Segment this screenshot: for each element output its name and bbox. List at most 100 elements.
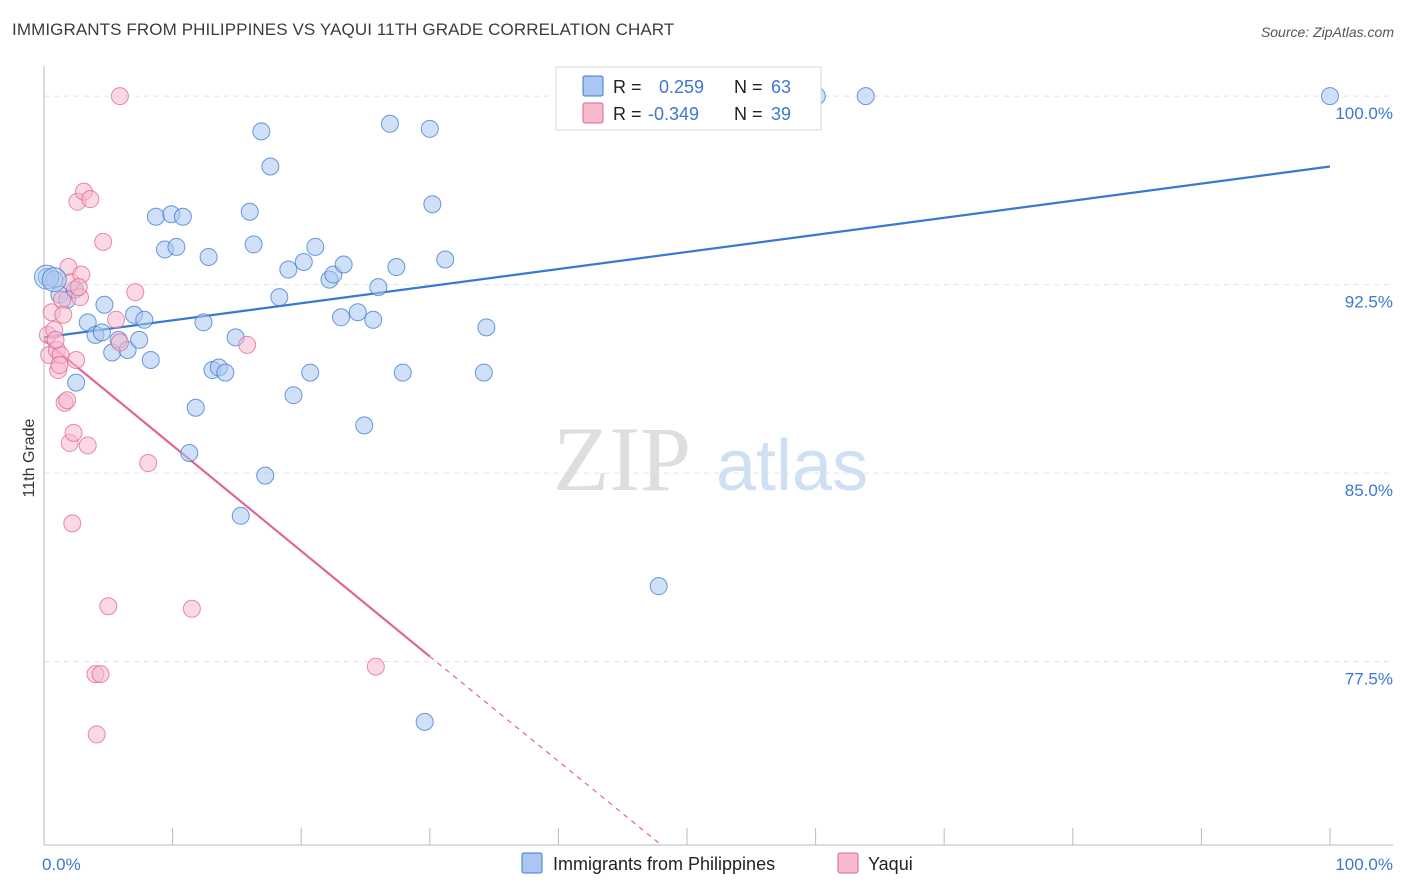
data-point — [240, 202, 259, 221]
data-point — [91, 665, 110, 684]
data-point — [301, 363, 320, 382]
data-point — [167, 237, 186, 256]
chart-title: IMMIGRANTS FROM PHILIPPINES VS YAQUI 11T… — [12, 20, 675, 39]
data-point — [366, 657, 385, 676]
data-point — [252, 122, 271, 141]
data-point — [54, 305, 73, 324]
data-point — [126, 283, 145, 302]
x-tick-label: 100.0% — [1335, 855, 1393, 874]
data-point — [182, 599, 201, 618]
data-point — [94, 232, 113, 251]
grid — [44, 95, 1390, 663]
data-point — [334, 255, 353, 274]
data-point — [107, 310, 126, 329]
legend-n-value: 63 — [771, 77, 791, 97]
watermark-atlas: atlas — [716, 426, 868, 506]
data-points — [34, 87, 1339, 744]
trend-line-yaqui-extension — [429, 656, 662, 846]
x-tick-label: 0.0% — [42, 855, 81, 874]
trend-lines — [43, 165, 1331, 846]
data-point — [110, 87, 129, 106]
y-tick-label: 77.5% — [1345, 670, 1393, 689]
data-point — [95, 295, 114, 314]
data-point — [284, 386, 303, 405]
data-point — [279, 260, 298, 279]
legend-n-value: 39 — [771, 104, 791, 124]
legend-r-value: -0.349 — [648, 104, 699, 124]
data-point — [332, 308, 351, 327]
data-point — [146, 207, 165, 226]
data-point — [355, 416, 374, 435]
data-point — [364, 310, 383, 329]
legend-swatch-pink — [582, 102, 604, 124]
data-point — [294, 253, 313, 272]
source-label: Source: ZipAtlas.com — [1260, 24, 1394, 40]
data-point — [110, 333, 129, 352]
y-tick-label: 92.5% — [1345, 293, 1393, 312]
axes — [43, 66, 1393, 846]
legend-n-label: N = — [734, 104, 763, 124]
data-point — [387, 258, 406, 277]
data-point — [99, 597, 118, 616]
watermark: ZIP atlas — [553, 408, 868, 510]
data-point — [130, 330, 149, 349]
tick-labels: 77.5% 85.0% 92.5% 100.0% 0.0% 100.0% — [42, 104, 1393, 874]
data-point — [186, 398, 205, 417]
legend-r-value: 0.259 — [659, 77, 704, 97]
data-point — [69, 278, 88, 297]
data-point — [81, 190, 100, 209]
data-point — [231, 506, 250, 525]
legend-label-philippines: Immigrants from Philippines — [553, 854, 775, 874]
data-point — [46, 330, 65, 349]
data-point — [380, 114, 399, 133]
data-point — [92, 323, 111, 342]
data-point — [141, 351, 160, 370]
data-point — [423, 195, 442, 214]
legend-swatch-blue — [582, 75, 604, 97]
data-point — [41, 267, 67, 293]
data-point — [856, 87, 875, 106]
legend-swatch-yaqui — [837, 852, 859, 874]
y-axis-title: 11th Grade — [21, 418, 38, 497]
legend-n-label: N = — [734, 77, 763, 97]
legend-label-yaqui: Yaqui — [868, 854, 913, 874]
data-point — [67, 351, 86, 370]
data-point — [1321, 87, 1339, 106]
data-point — [63, 514, 82, 533]
data-point — [436, 250, 455, 269]
data-point — [477, 318, 496, 337]
data-point — [474, 363, 493, 382]
data-point — [270, 288, 289, 307]
legend-top: R = 0.259 N = 63 R = -0.349 N = 39 — [555, 66, 822, 131]
data-point — [87, 725, 106, 744]
data-point — [58, 391, 77, 410]
data-point — [135, 310, 154, 329]
data-point — [53, 290, 72, 309]
legend-r-label: R = — [613, 77, 642, 97]
trend-line-yaqui — [43, 339, 431, 658]
trend-line-philippines — [43, 165, 1331, 339]
data-point — [199, 247, 218, 266]
y-tick-label: 85.0% — [1345, 481, 1393, 500]
data-point — [180, 443, 199, 462]
legend-r-label: R = — [613, 104, 642, 124]
legend-bottom: Immigrants from Philippines Yaqui — [521, 852, 913, 874]
data-point — [64, 423, 83, 442]
legend-swatch-philippines — [521, 852, 543, 874]
data-point — [50, 356, 69, 375]
data-point — [139, 454, 158, 473]
y-tick-label: 100.0% — [1335, 104, 1393, 123]
data-point — [244, 235, 263, 254]
data-point — [393, 363, 412, 382]
data-point — [238, 335, 257, 354]
data-point — [261, 157, 280, 176]
data-point — [306, 237, 325, 256]
data-point — [194, 313, 213, 332]
data-point — [256, 466, 275, 485]
data-point — [78, 436, 97, 455]
data-point — [173, 207, 192, 226]
data-point — [216, 363, 235, 382]
data-point — [369, 278, 388, 297]
data-point — [649, 577, 668, 596]
